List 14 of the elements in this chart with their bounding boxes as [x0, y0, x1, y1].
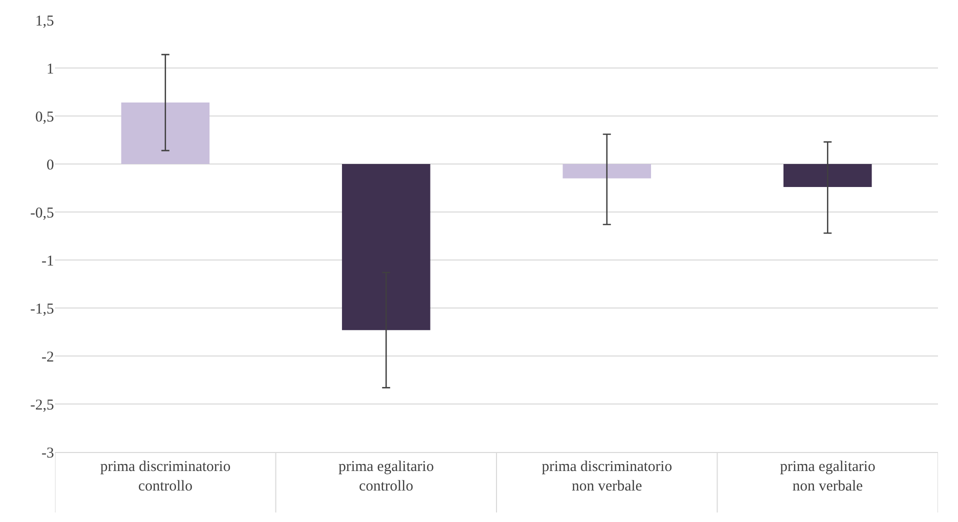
y-tick-label: 1 — [46, 61, 54, 78]
y-tick-label: -0,5 — [30, 205, 54, 222]
x-tick-label: prima egalitario non verbale — [780, 459, 876, 494]
y-tick-label: -2 — [42, 349, 54, 366]
y-tick-label: 0 — [46, 157, 54, 174]
x-tick-label: prima discriminatorio controllo — [100, 459, 231, 494]
y-tick-label: 0,5 — [35, 109, 54, 126]
y-tick-label: -1 — [42, 253, 54, 270]
y-tick-label: -2,5 — [30, 397, 54, 414]
x-tick-label: prima egalitario controllo — [338, 459, 434, 494]
y-tick-label: -1,5 — [30, 301, 54, 318]
x-tick-label: prima discriminatorio non verbale — [542, 459, 672, 494]
y-tick-label: -3 — [42, 445, 54, 462]
y-tick-label: 1,5 — [35, 13, 54, 30]
